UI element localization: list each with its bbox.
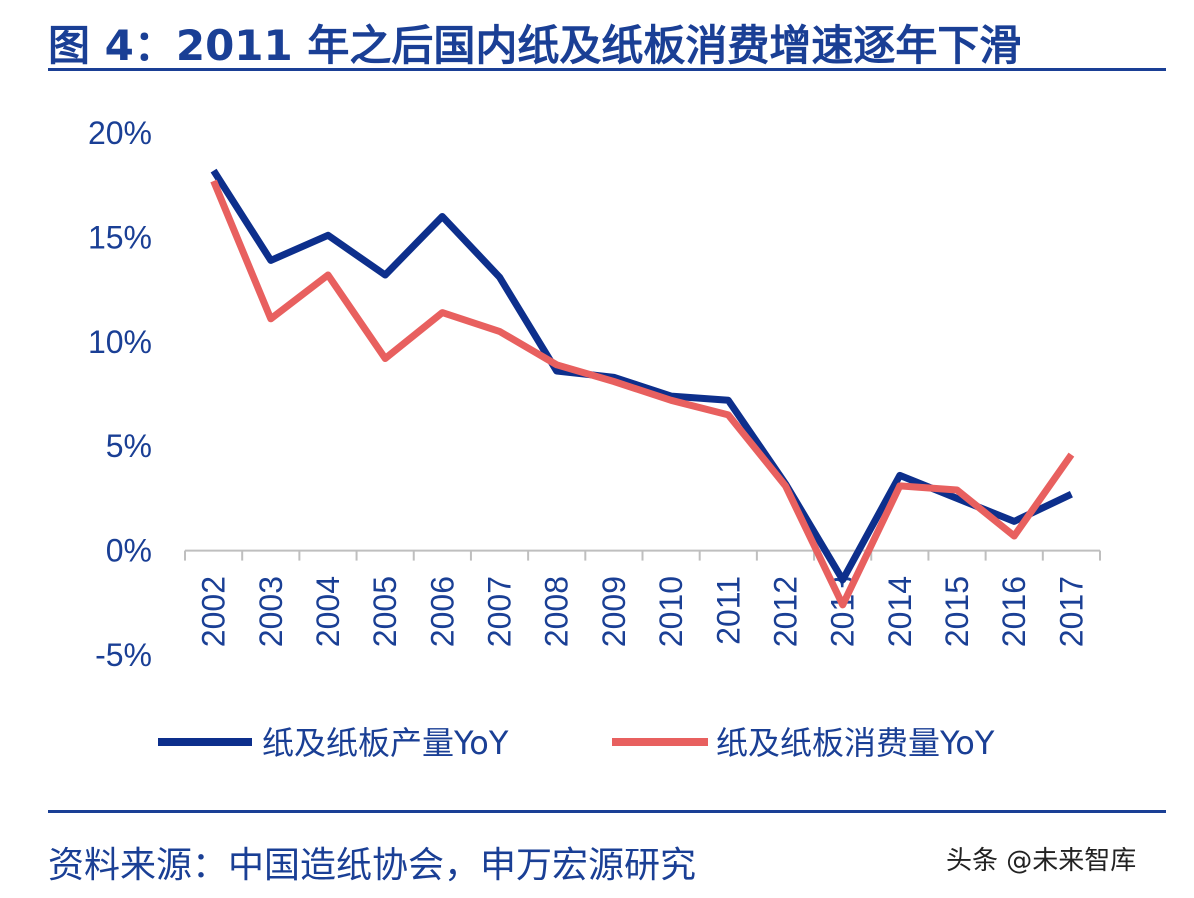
x-tick-label: 2014 [882,576,918,647]
title-underline [48,68,1166,71]
x-tick-label: 2016 [996,576,1032,647]
x-tick-label: 2012 [767,576,803,647]
x-tick-label: 2004 [310,576,346,647]
x-tick-label: 2005 [367,576,403,647]
legend-label-2: 纸及纸板消费量YoY [716,724,995,762]
x-tick-label: 2015 [939,576,975,647]
x-axis-labels: 2002 2003 2004 2005 2006 2007 2008 2009 2010 2011… [196,576,1090,647]
x-tick-label: 2002 [196,576,232,647]
x-tick-label: 2008 [539,576,575,647]
source-note: 资料来源：中国造纸协会，申万宏源研究 [48,845,697,886]
y-tick-label: 0% [106,533,152,569]
y-tick-label: -5% [95,637,152,673]
watermark: 头条 @未来智库 [946,846,1137,876]
legend: 纸及纸板产量YoY 纸及纸板消费量YoY [158,724,995,762]
y-tick-label: 10% [88,324,152,360]
chart-title: 图 4：2011 年之后国内纸及纸板消费增速逐年下滑 [48,21,1022,70]
series-line-1 [210,168,1073,584]
y-axis-labels: 20% 15% 10% 5% 0% -5% [88,115,152,673]
x-axis-ticks [184,550,1101,561]
x-tick-label: 2003 [253,576,289,647]
series-line-2 [210,179,1075,609]
y-tick-label: 20% [88,115,152,151]
legend-label-1: 纸及纸板产量YoY [262,724,509,762]
x-tick-label: 2010 [653,576,689,647]
x-tick-label: 2007 [482,576,518,647]
x-tick-label: 2009 [596,576,632,647]
x-tick-label: 2017 [1053,576,1089,647]
line-chart: 20%15%10%5%0%-5% 2002 2003 2004 2005 2006 200… [88,115,1101,762]
footer-rule [48,810,1166,813]
y-tick-label: 15% [88,219,152,255]
x-tick-label: 2006 [424,576,460,647]
series-lines [210,168,1075,609]
x-tick-label: 2011 [710,576,746,645]
y-tick-label: 5% [106,428,152,464]
